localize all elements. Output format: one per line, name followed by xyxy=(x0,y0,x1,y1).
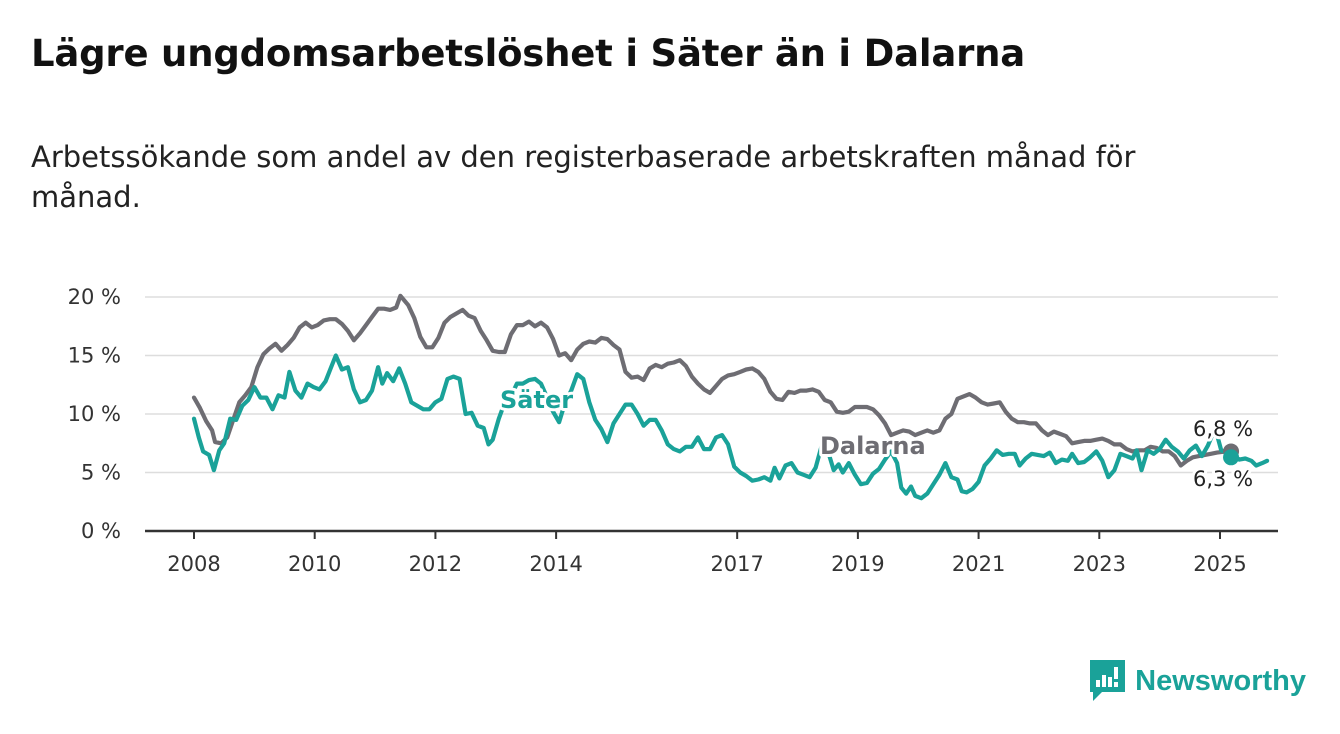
x-tick-label: 2023 xyxy=(1073,552,1126,576)
y-tick-label: 15 % xyxy=(68,344,121,368)
brand-name: Newsworthy xyxy=(1135,664,1306,697)
axes: 0 % 5 % 10 % 15 % 20 % 2008 2010 2012 2014 2017 20… xyxy=(68,285,1278,576)
y-tick-label: 10 % xyxy=(68,402,121,426)
x-tick-label: 2010 xyxy=(288,552,341,576)
series-lines xyxy=(191,293,1270,501)
chart-subtitle: Arbetssökande som andel av den registerb… xyxy=(31,140,1136,215)
x-tick-label: 2017 xyxy=(710,552,763,576)
series-label-dalarna: Dalarna xyxy=(820,432,926,460)
y-tick-label: 0 % xyxy=(81,519,121,543)
chart-title: Lägre ungdomsarbetslöshet i Säter än i D… xyxy=(31,32,1026,75)
x-tick-label: 2012 xyxy=(409,552,462,576)
x-tick-label: 2014 xyxy=(529,552,582,576)
chart-labels: Säter Dalarna 6,8 % 6,3 % xyxy=(497,383,1256,494)
end-value-label-dalarna: 6,8 % xyxy=(1193,417,1253,441)
series-label-sater: Säter xyxy=(500,386,573,414)
x-tick-label: 2008 xyxy=(167,552,220,576)
y-tick-label: 20 % xyxy=(68,285,121,309)
brand-logo: Newsworthy xyxy=(1090,660,1306,702)
x-tick-label: 2021 xyxy=(952,552,1005,576)
newsworthy-logo-icon xyxy=(1090,660,1126,701)
sater-end-marker xyxy=(1223,449,1240,466)
end-value-label-sater: 6,3 % xyxy=(1193,467,1253,491)
series-line-dalarna xyxy=(191,293,1229,468)
series-line-ster xyxy=(191,353,1270,501)
x-tick-label: 2025 xyxy=(1193,552,1246,576)
y-tick-label: 5 % xyxy=(81,461,121,485)
x-tick-label: 2019 xyxy=(831,552,884,576)
